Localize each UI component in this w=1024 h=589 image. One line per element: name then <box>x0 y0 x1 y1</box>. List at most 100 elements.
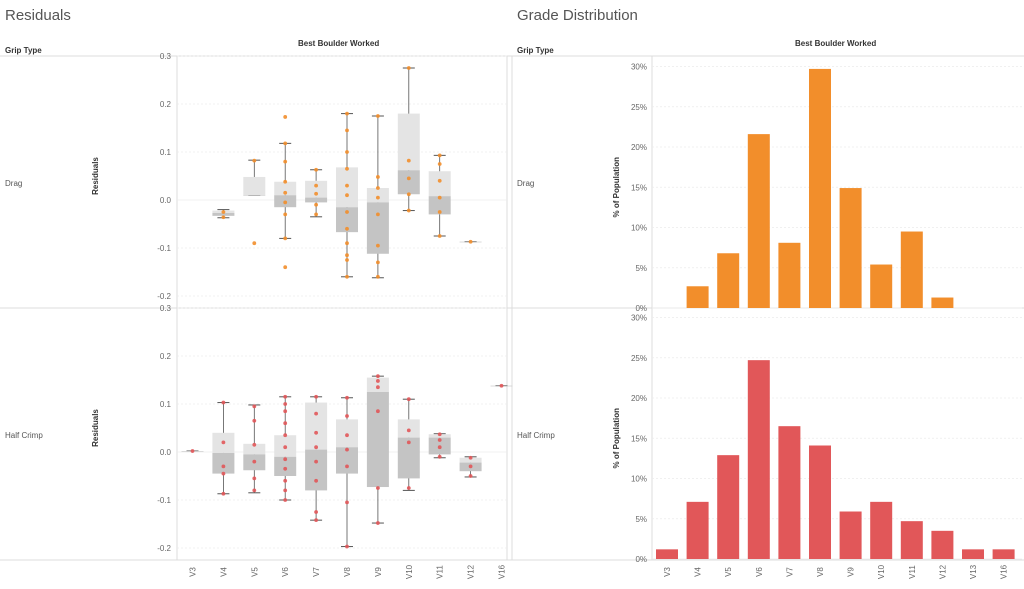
residual-point-V4 <box>221 210 226 214</box>
residual-xtick-V10: V10 <box>405 564 414 579</box>
grade-bar-half-crimp-V4 <box>686 501 709 559</box>
grade-ytick-half-crimp: 5% <box>635 515 647 524</box>
grade-xtick-V4: V4 <box>694 567 703 577</box>
residual-xtick-V5: V5 <box>250 567 259 577</box>
residual-point-V11 <box>437 438 442 442</box>
grade-bar-half-crimp-V7 <box>778 426 801 559</box>
box-upper-V11 <box>428 171 451 197</box>
residual-point-V11 <box>437 195 442 200</box>
residual-point-V10 <box>406 397 411 402</box>
residual-box-half-crimp-V8 <box>336 395 358 549</box>
residual-ytick-drag: 0.0 <box>160 196 172 205</box>
residual-point-V5 <box>252 459 257 464</box>
grade-bar-half-crimp-V16 <box>992 549 1015 559</box>
residual-point-V8 <box>345 150 349 154</box>
grade-ytick-drag: 15% <box>631 183 647 192</box>
box-lower-V11 <box>428 196 451 215</box>
residual-point-V8 <box>345 447 349 452</box>
residual-point-V9 <box>376 186 380 190</box>
residual-ylabel-drag: Residuals <box>91 157 100 195</box>
box-lower-V10 <box>397 170 420 195</box>
residual-point-V6 <box>283 466 288 471</box>
residual-point-V8 <box>345 253 349 258</box>
residual-point-V7 <box>314 430 318 435</box>
residual-point-V6 <box>283 498 288 502</box>
residual-point-V8 <box>345 241 349 246</box>
residual-point-V7 <box>314 459 318 464</box>
residual-point-V6 <box>283 488 288 493</box>
residual-ytick-drag: 0.1 <box>160 148 172 157</box>
residual-point-V8 <box>345 166 349 171</box>
grade-ytick-half-crimp: 20% <box>631 394 647 403</box>
box-lower-V6 <box>274 456 297 476</box>
residual-point-V5 <box>252 418 257 423</box>
residual-xtick-V9: V9 <box>374 567 383 577</box>
residual-point-V8 <box>345 193 349 198</box>
grade-ytick-half-crimp: 25% <box>631 354 647 363</box>
grade-bar-drag-V5 <box>717 253 740 308</box>
residual-box-drag-V5 <box>243 158 266 246</box>
box-upper-V10 <box>397 113 420 171</box>
residual-point-V10 <box>406 192 411 197</box>
residual-ytick-drag: -0.2 <box>157 292 171 301</box>
residual-ytick-drag: 0.3 <box>160 52 172 61</box>
right-row-header: Grip Type <box>517 46 554 55</box>
box-upper-V5 <box>243 443 266 455</box>
grade-ylabel-half-crimp: % of Population <box>612 408 621 469</box>
residual-point-V8 <box>345 274 349 279</box>
grade-xtick-V10: V10 <box>877 564 886 579</box>
residual-point-V6 <box>283 445 288 450</box>
residual-ylabel-half-crimp: Residuals <box>91 409 100 447</box>
residual-point-V4 <box>221 440 226 445</box>
residual-point-V4 <box>221 464 226 469</box>
left-col-header: Best Boulder Worked <box>298 39 380 48</box>
grade-bar-half-crimp-V3 <box>656 549 678 559</box>
residual-point-V8 <box>345 226 349 231</box>
grade-bar-half-crimp-V13 <box>962 549 984 559</box>
residual-point-V11 <box>437 210 442 214</box>
grade-bar-half-crimp-V5 <box>717 455 740 559</box>
residual-ytick-half-crimp: -0.2 <box>157 544 171 553</box>
grade-ytick-drag: 30% <box>631 63 647 72</box>
grade-bar-half-crimp-V6 <box>747 360 770 559</box>
residuals-title: Residuals <box>5 7 71 24</box>
box-lower-V8 <box>336 207 358 233</box>
residual-point-V6 <box>283 190 288 195</box>
residual-point-V4 <box>221 215 226 220</box>
residual-xtick-V11: V11 <box>436 565 445 579</box>
grade-ytick-drag: 5% <box>635 264 647 273</box>
residual-point-V9 <box>376 114 380 118</box>
box-upper-V9 <box>366 377 389 392</box>
residual-point-V7 <box>314 478 318 483</box>
grade-ylabel-drag: % of Population <box>612 157 621 218</box>
grade-ytick-half-crimp: 15% <box>631 434 647 443</box>
box-lower-V10 <box>397 437 420 479</box>
grade-bar-drag-V4 <box>686 286 709 308</box>
residual-xtick-V6: V6 <box>281 567 290 577</box>
residual-point-V3 <box>190 449 195 453</box>
residual-point-V10 <box>406 158 411 163</box>
box-lower-V8 <box>336 447 358 474</box>
residual-box-drag-V6 <box>274 115 297 270</box>
grade-bar-drag-V8 <box>809 68 831 308</box>
residual-point-V7 <box>314 183 318 188</box>
box-lower-V7 <box>305 449 328 491</box>
residual-point-V5 <box>252 488 257 493</box>
residual-point-V6 <box>283 159 288 164</box>
box-lower-V7 <box>305 197 328 203</box>
residual-point-V11 <box>437 432 442 437</box>
residual-ytick-half-crimp: 0.2 <box>160 352 172 361</box>
box-lower-V9 <box>366 392 389 488</box>
residual-point-V8 <box>345 544 349 549</box>
box-upper-V6 <box>274 181 297 196</box>
grade-distribution-title: Grade Distribution <box>517 7 638 24</box>
grade-xtick-V13: V13 <box>969 564 978 579</box>
grade-bar-drag-V6 <box>747 134 770 308</box>
right-row-label-half-crimp: Half Crimp <box>517 431 555 440</box>
residual-box-drag-V12 <box>459 239 482 244</box>
left-row-label-half-crimp: Half Crimp <box>5 431 43 440</box>
residual-point-V8 <box>345 414 349 418</box>
grade-xtick-V9: V9 <box>847 567 856 577</box>
residual-point-V7 <box>314 167 318 172</box>
residual-point-V11 <box>437 178 442 183</box>
